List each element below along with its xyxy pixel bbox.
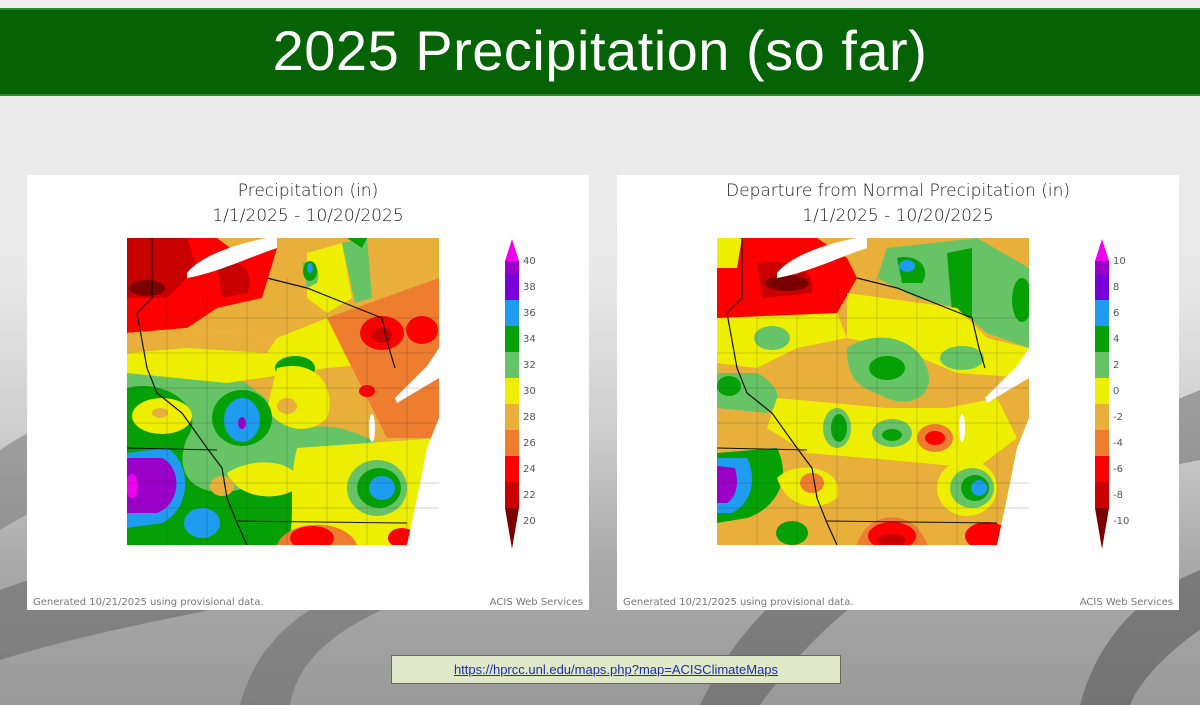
legend-label: -4 <box>1113 438 1123 449</box>
map-title: Precipitation (in) 1/1/2025 - 10/20/2025 <box>27 179 589 229</box>
legend-label: 2 <box>1113 360 1120 371</box>
source-credit: ACIS Web Services <box>1079 597 1173 608</box>
legend-label: 36 <box>523 308 536 319</box>
legend-label: 22 <box>523 490 536 501</box>
legend-colorbar <box>505 239 519 549</box>
generated-note: Generated 10/21/2025 using provisional d… <box>33 597 264 608</box>
title-banner: 2025 Precipitation (so far) <box>0 8 1200 96</box>
legend-label: 32 <box>523 360 536 371</box>
legend-label: -6 <box>1113 464 1123 475</box>
legend-label: 8 <box>1113 282 1120 293</box>
legend-label: 0 <box>1113 386 1120 397</box>
map-title-line1: Departure from Normal Precipitation (in) <box>726 181 1070 201</box>
legend-label: 34 <box>523 334 536 345</box>
legend-label: 10 <box>1113 256 1126 267</box>
map-title: Departure from Normal Precipitation (in)… <box>617 179 1179 229</box>
legend-label: -8 <box>1113 490 1123 501</box>
legend-label: 24 <box>523 464 536 475</box>
precipitation-legend: 40 38 36 34 32 30 28 26 24 22 20 <box>505 239 565 549</box>
departure-map-image <box>717 238 1029 545</box>
legend-label: 4 <box>1113 334 1120 345</box>
legend-label: -2 <box>1113 412 1123 423</box>
source-credit: ACIS Web Services <box>489 597 583 608</box>
legend-colorbar <box>1095 239 1109 549</box>
legend-label: 28 <box>523 412 536 423</box>
map-title-line1: Precipitation (in) <box>237 181 379 201</box>
legend-label: 40 <box>523 256 536 267</box>
legend-label: 6 <box>1113 308 1120 319</box>
legend-label: 38 <box>523 282 536 293</box>
legend-label: 26 <box>523 438 536 449</box>
departure-map-panel: Departure from Normal Precipitation (in)… <box>617 175 1179 610</box>
map-date-range: 1/1/2025 - 10/20/2025 <box>802 206 994 226</box>
source-link-box: https://hprcc.unl.edu/maps.php?map=ACISC… <box>391 655 841 684</box>
precipitation-map-panel: Precipitation (in) 1/1/2025 - 10/20/2025 <box>27 175 589 610</box>
precipitation-map-image <box>127 238 439 545</box>
legend-label: 20 <box>523 516 536 527</box>
legend-label: 30 <box>523 386 536 397</box>
source-link[interactable]: https://hprcc.unl.edu/maps.php?map=ACISC… <box>453 662 779 677</box>
slide-title: 2025 Precipitation (so far) <box>272 18 928 82</box>
generated-note: Generated 10/21/2025 using provisional d… <box>623 597 854 608</box>
departure-legend: 10 8 6 4 2 0 -2 -4 -6 -8 -10 <box>1095 239 1155 549</box>
map-date-range: 1/1/2025 - 10/20/2025 <box>212 206 404 226</box>
legend-label: -10 <box>1113 516 1130 527</box>
